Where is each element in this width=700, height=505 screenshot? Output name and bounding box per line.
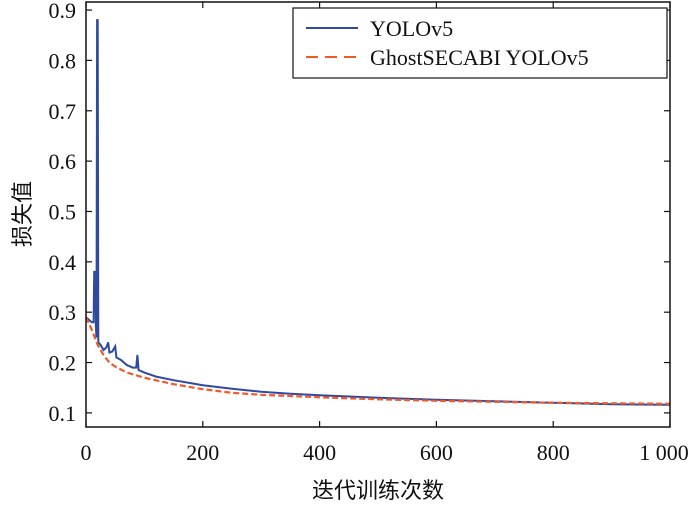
y-tick-label: 0.5 — [49, 199, 77, 224]
x-tick-label: 0 — [81, 440, 92, 465]
y-tick-label: 0.2 — [49, 351, 77, 376]
legend-box — [292, 7, 668, 79]
legend: YOLOv5 GhostSECABI YOLOv5 — [292, 7, 668, 79]
plot-frame — [85, 1, 671, 428]
series-line-ghostsecabi-yolov5 — [85, 316, 671, 405]
x-tick-label: 200 — [186, 440, 219, 465]
legend-label: GhostSECABI YOLOv5 — [370, 45, 589, 70]
x-axis-label: 迭代训练次数 — [312, 478, 444, 503]
x-tick-label: 800 — [537, 440, 570, 465]
series-line-yolov5 — [85, 19, 671, 406]
x-tick-label: 400 — [303, 440, 336, 465]
y-tick-label: 0.7 — [49, 99, 77, 124]
y-tick-label: 0.9 — [49, 0, 77, 23]
x-tick-label: 600 — [420, 440, 453, 465]
legend-label: YOLOv5 — [370, 16, 453, 41]
y-tick-label: 0.8 — [49, 48, 77, 73]
y-tick-label: 0.6 — [49, 149, 77, 174]
y-tick-label: 0.1 — [49, 401, 77, 426]
x-tick-label: 1 000 — [639, 440, 689, 465]
y-axis-label: 损失值 — [10, 181, 35, 247]
y-tick-label: 0.4 — [49, 250, 77, 275]
y-tick-label: 0.3 — [49, 300, 77, 325]
